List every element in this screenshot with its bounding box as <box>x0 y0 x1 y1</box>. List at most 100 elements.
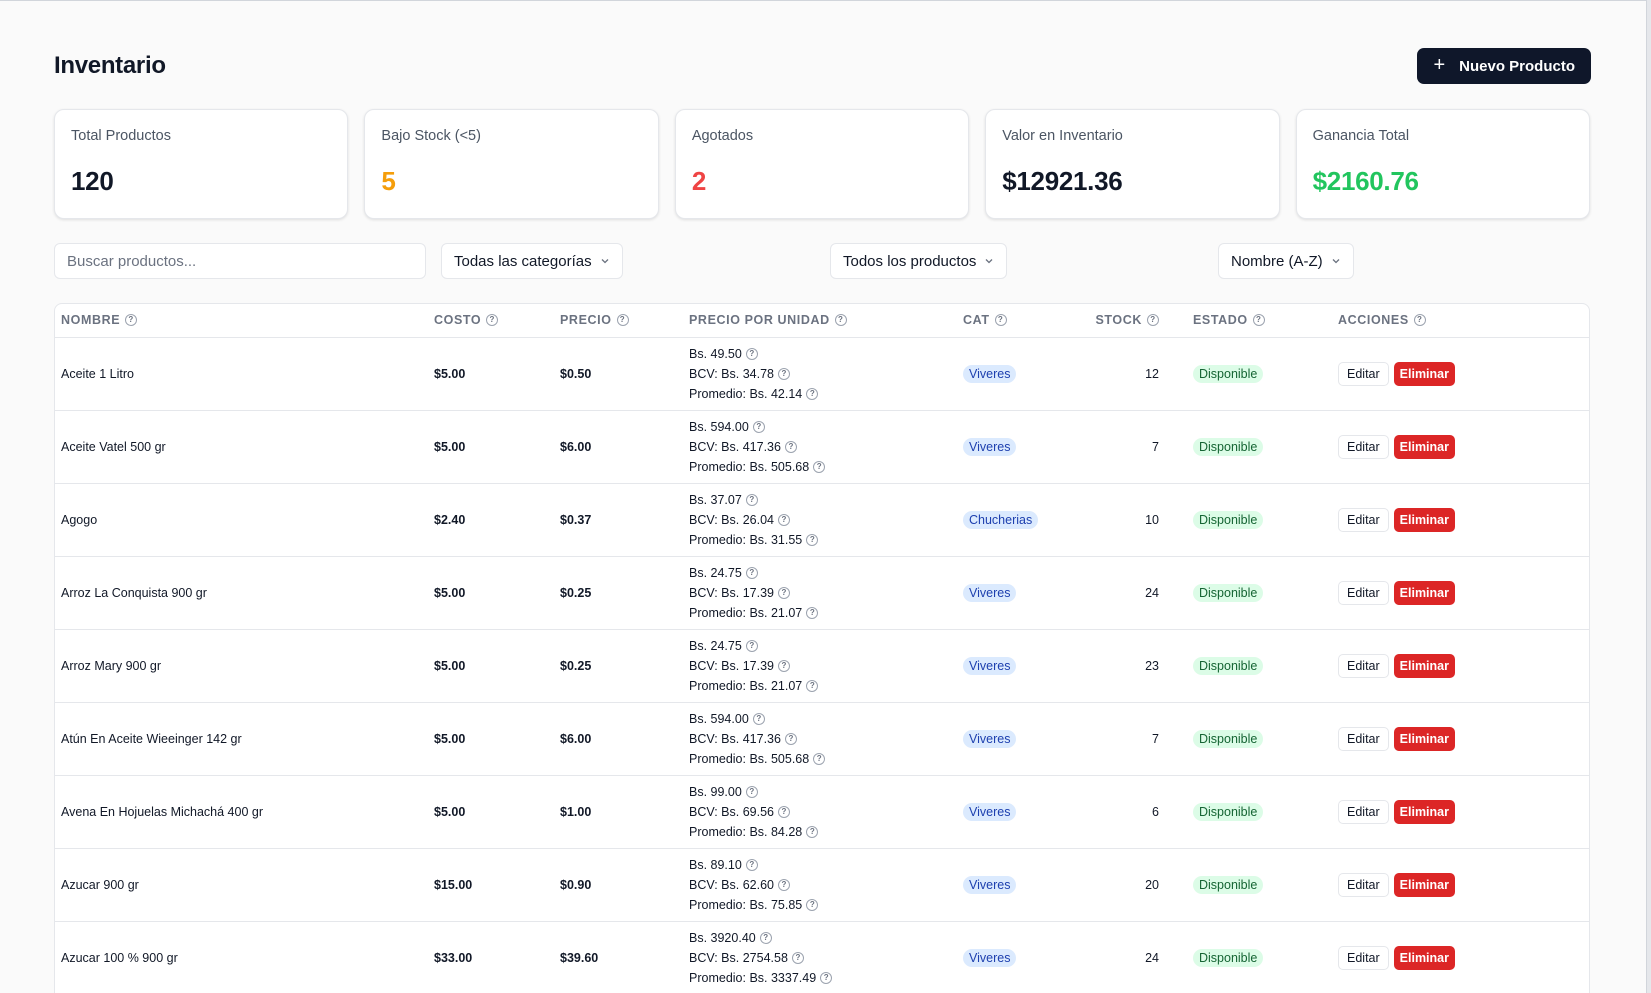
table-row: Aceite 1 Litro $5.00 $0.50 Bs. 49.50? BC… <box>55 337 1589 410</box>
category-badge: Viveres <box>963 875 1017 894</box>
column-header-acciones[interactable]: ACCIONES? <box>1332 304 1589 337</box>
sort-select-value: Nombre (A-Z) <box>1231 252 1323 270</box>
delete-button[interactable]: Eliminar <box>1393 799 1455 824</box>
cell-costo: $15.00 <box>434 877 473 892</box>
help-icon[interactable]: ? <box>806 898 819 911</box>
delete-button[interactable]: Eliminar <box>1393 945 1455 970</box>
column-header-label: STOCK <box>1095 313 1142 328</box>
column-header-cat[interactable]: CAT? <box>957 304 1057 337</box>
help-icon[interactable]: ? <box>806 533 819 546</box>
chevron-down-icon <box>1332 259 1340 264</box>
help-icon[interactable]: ? <box>778 513 790 526</box>
cell-nombre: Arroz La Conquista 900 gr <box>61 585 207 600</box>
help-icon[interactable]: ? <box>994 314 1007 327</box>
stat-card-agotados: Agotados 2 <box>674 109 970 219</box>
delete-button[interactable]: Eliminar <box>1393 580 1455 605</box>
delete-button[interactable]: Eliminar <box>1393 726 1455 751</box>
help-icon[interactable]: ? <box>834 314 847 327</box>
edit-button[interactable]: Editar <box>1338 653 1389 678</box>
ppu-bcv-value: BCV: Bs. 2754.58 <box>689 950 788 965</box>
help-icon[interactable]: ? <box>616 314 629 327</box>
column-header-precio[interactable]: PRECIO? <box>554 304 683 337</box>
page-title: Inventario <box>54 52 166 79</box>
window-top-border <box>0 0 1651 1</box>
help-icon[interactable]: ? <box>806 825 819 838</box>
edit-button[interactable]: Editar <box>1338 580 1389 605</box>
help-icon[interactable]: ? <box>745 639 758 652</box>
stat-value: 5 <box>381 166 396 196</box>
delete-button[interactable]: Eliminar <box>1393 361 1455 386</box>
cell-estado: Disponible <box>1187 556 1332 629</box>
cell-costo: $33.00 <box>434 950 473 965</box>
help-icon[interactable]: ? <box>1252 314 1265 327</box>
help-icon[interactable]: ? <box>745 566 758 579</box>
ppu-bs-value: Bs. 24.75 <box>689 565 742 580</box>
row-actions: Editar Eliminar <box>1338 726 1585 751</box>
delete-button[interactable]: Eliminar <box>1393 434 1455 459</box>
edit-button[interactable]: Editar <box>1338 361 1389 386</box>
help-icon[interactable]: ? <box>752 420 765 433</box>
help-icon[interactable]: ? <box>806 606 819 619</box>
status-badge: Disponible <box>1193 437 1264 456</box>
column-header-costo[interactable]: COSTO? <box>428 304 554 337</box>
cell-estado: Disponible <box>1187 629 1332 702</box>
help-icon[interactable]: ? <box>752 712 765 725</box>
edit-button[interactable]: Editar <box>1338 726 1389 751</box>
help-icon[interactable]: ? <box>778 878 790 891</box>
edit-button[interactable]: Editar <box>1338 434 1389 459</box>
help-icon[interactable]: ? <box>791 951 804 964</box>
search-input[interactable] <box>54 243 426 279</box>
row-actions: Editar Eliminar <box>1338 799 1585 824</box>
help-icon[interactable]: ? <box>1413 314 1426 327</box>
help-icon[interactable]: ? <box>784 732 797 745</box>
column-header-precio-unidad[interactable]: PRECIO POR UNIDAD? <box>683 304 957 337</box>
help-icon[interactable]: ? <box>806 387 819 400</box>
column-header-estado[interactable]: ESTADO? <box>1187 304 1332 337</box>
column-header-stock[interactable]: STOCK? <box>1057 304 1187 337</box>
column-header-label: ESTADO <box>1193 313 1248 328</box>
help-icon[interactable]: ? <box>1147 314 1159 327</box>
cell-acciones: Editar Eliminar <box>1332 410 1589 483</box>
edit-button[interactable]: Editar <box>1338 872 1389 897</box>
cell-estado: Disponible <box>1187 483 1332 556</box>
help-icon[interactable]: ? <box>813 460 826 473</box>
edit-button[interactable]: Editar <box>1338 945 1389 970</box>
row-actions: Editar Eliminar <box>1338 507 1585 532</box>
edit-button[interactable]: Editar <box>1338 799 1389 824</box>
help-icon[interactable]: ? <box>806 679 819 692</box>
plus-icon: + <box>1433 54 1446 76</box>
filters-bar: Todas las categorías Todos los productos… <box>54 243 1590 280</box>
help-icon[interactable]: ? <box>778 659 790 672</box>
cell-nombre: Aceite 1 Litro <box>61 366 134 381</box>
help-icon[interactable]: ? <box>778 367 790 380</box>
edit-button[interactable]: Editar <box>1338 507 1389 532</box>
category-select[interactable]: Todas las categorías <box>441 243 623 279</box>
help-icon[interactable]: ? <box>125 314 138 327</box>
delete-button[interactable]: Eliminar <box>1393 507 1455 532</box>
help-icon[interactable]: ? <box>745 858 758 871</box>
stat-value: $12921.36 <box>1002 166 1123 196</box>
ppu-bs-value: Bs. 3920.40 <box>689 930 756 945</box>
help-icon[interactable]: ? <box>813 752 826 765</box>
delete-button[interactable]: Eliminar <box>1393 653 1455 678</box>
help-icon[interactable]: ? <box>778 805 790 818</box>
cell-acciones: Editar Eliminar <box>1332 921 1589 993</box>
cell-nombre: Agogo <box>61 512 98 527</box>
help-icon[interactable]: ? <box>778 586 790 599</box>
help-icon[interactable]: ? <box>745 785 758 798</box>
column-header-label: ACCIONES <box>1338 313 1409 328</box>
help-icon[interactable]: ? <box>784 440 797 453</box>
delete-button[interactable]: Eliminar <box>1393 872 1455 897</box>
help-icon[interactable]: ? <box>820 971 833 984</box>
product-filter-select[interactable]: Todos los productos <box>830 243 1008 279</box>
sort-select[interactable]: Nombre (A-Z) <box>1218 243 1354 279</box>
help-icon[interactable]: ? <box>486 314 499 327</box>
new-product-button[interactable]: + Nuevo Producto <box>1417 48 1591 84</box>
stats-row: Total Productos 120 Bajo Stock (<5) 5 Ag… <box>54 109 1591 219</box>
column-header-nombre[interactable]: NOMBRE? <box>55 304 428 337</box>
help-icon[interactable]: ? <box>745 493 758 506</box>
help-icon[interactable]: ? <box>759 931 772 944</box>
help-icon[interactable]: ? <box>745 347 758 360</box>
products-table: NOMBRE? COSTO? PRECIO? PRECIO POR UNIDAD… <box>54 303 1590 993</box>
